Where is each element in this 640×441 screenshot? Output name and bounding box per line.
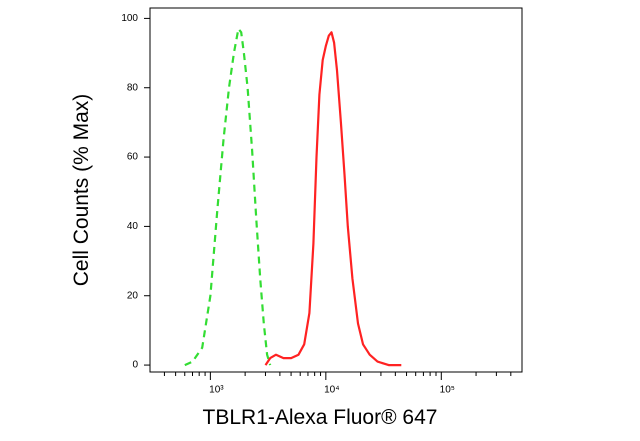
y-axis-label: Cell Counts (% Max) bbox=[70, 94, 93, 287]
x-axis-label: TBLR1-Alexa Fluor® 647 bbox=[203, 406, 438, 429]
plot-frame bbox=[149, 7, 523, 373]
x-tick-label: 10⁵ bbox=[440, 385, 455, 396]
y-tick-label: 60 bbox=[127, 152, 139, 163]
y-tick-label: 20 bbox=[127, 290, 139, 301]
y-tick-label: 0 bbox=[132, 360, 138, 371]
y-tick-label: 40 bbox=[127, 221, 139, 232]
y-tick-label: 100 bbox=[121, 13, 138, 24]
series-line bbox=[264, 31, 402, 367]
x-tick-label: 10³ bbox=[209, 385, 224, 396]
y-tick-label: 80 bbox=[127, 82, 139, 93]
series-line bbox=[184, 27, 272, 367]
x-tick-label: 10⁴ bbox=[324, 385, 339, 396]
